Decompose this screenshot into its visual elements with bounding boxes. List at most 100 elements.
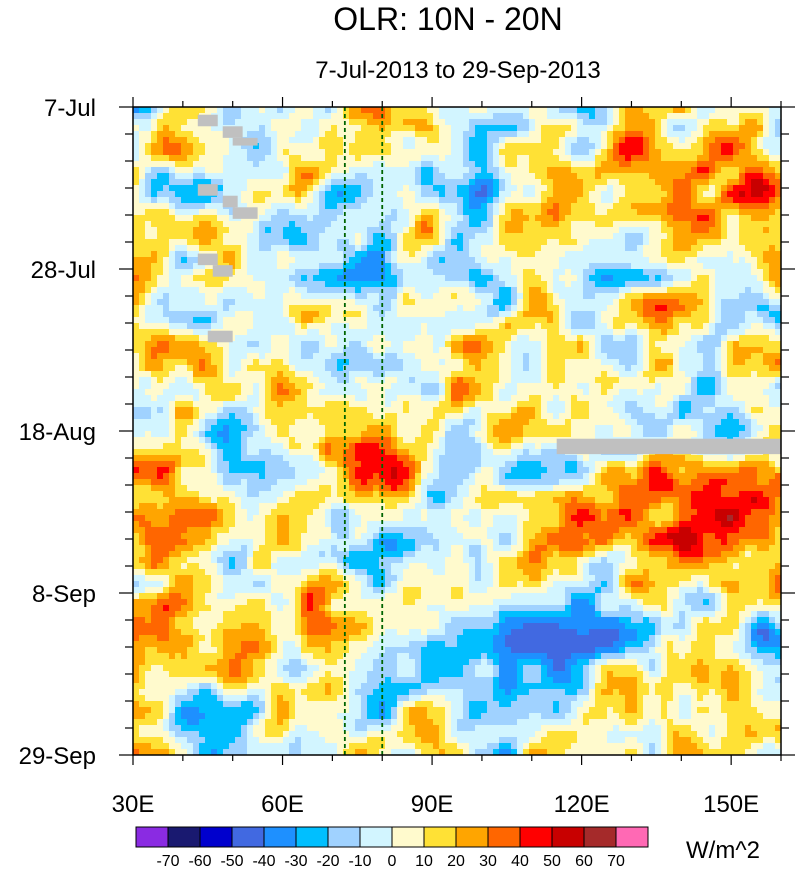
heat-cell — [553, 197, 560, 204]
heat-cell — [625, 245, 632, 252]
heat-cell — [199, 287, 206, 294]
heat-cell — [481, 293, 488, 300]
heat-cell — [475, 263, 482, 270]
heat-cell — [211, 221, 218, 228]
heat-cell — [163, 329, 170, 336]
heat-cell — [253, 131, 260, 138]
heat-cell — [739, 137, 746, 144]
heat-cell — [415, 179, 422, 186]
heat-cell — [385, 137, 392, 144]
heat-cell — [607, 203, 614, 210]
heat-cell — [631, 329, 638, 336]
heat-cell — [409, 335, 416, 342]
heat-cell — [721, 203, 728, 210]
heat-cell — [451, 371, 458, 378]
heat-cell — [619, 155, 626, 162]
heat-cell — [613, 191, 620, 198]
heat-cell — [253, 113, 260, 120]
heat-cell — [253, 275, 260, 282]
heat-cell — [271, 155, 278, 162]
heat-cell — [361, 143, 368, 150]
heat-cell — [757, 245, 764, 252]
heat-cell — [715, 119, 722, 126]
heat-cell — [547, 185, 554, 192]
heat-cell — [445, 275, 452, 282]
heat-cell — [607, 239, 614, 246]
heat-cell — [529, 293, 536, 300]
heat-cell — [265, 281, 272, 288]
heat-cell — [775, 299, 781, 306]
heat-cell — [247, 113, 254, 120]
heat-cell — [601, 371, 608, 378]
heat-cell — [265, 347, 272, 354]
heat-cell — [163, 179, 170, 186]
heat-cell — [439, 197, 446, 204]
heat-cell — [691, 143, 698, 150]
heat-cell — [649, 239, 656, 246]
heat-cell — [577, 275, 584, 282]
heat-cell — [247, 323, 254, 330]
heat-cell — [553, 191, 560, 198]
heat-cell — [583, 125, 590, 132]
heat-cell — [769, 143, 776, 150]
heat-cell — [331, 149, 338, 156]
heat-cell — [229, 173, 236, 180]
heat-cell — [463, 311, 470, 318]
heat-cell — [679, 125, 686, 132]
heat-cell — [445, 377, 452, 384]
heat-cell — [313, 365, 320, 372]
heat-cell — [355, 257, 362, 264]
heat-cell — [343, 263, 350, 270]
heat-cell — [517, 197, 524, 204]
heat-cell — [133, 239, 140, 246]
heat-cell — [775, 353, 781, 360]
heat-cell — [319, 155, 326, 162]
heat-cell — [553, 221, 560, 228]
heat-cell — [715, 359, 722, 366]
heat-cell — [421, 239, 428, 246]
heat-cell — [163, 227, 170, 234]
heat-cell — [559, 203, 566, 210]
heat-cell — [295, 137, 302, 144]
heat-cell — [607, 113, 614, 120]
heat-cell — [493, 167, 500, 174]
heat-cell — [679, 365, 686, 372]
heat-cell — [565, 119, 572, 126]
heat-cell — [319, 131, 326, 138]
heat-cell — [481, 191, 488, 198]
heat-cell — [319, 323, 326, 330]
heat-cell — [673, 245, 680, 252]
heat-cell — [157, 371, 164, 378]
heat-cell — [223, 155, 230, 162]
heat-cell — [463, 251, 470, 258]
heat-cell — [295, 215, 302, 222]
heat-cell — [421, 323, 428, 330]
heat-cell — [775, 275, 781, 282]
heat-cell — [529, 359, 536, 366]
heat-cell — [301, 293, 308, 300]
heat-cell — [433, 305, 440, 312]
heat-cell — [649, 341, 656, 348]
heat-cell — [307, 245, 314, 252]
heat-cell — [541, 341, 548, 348]
heat-cell — [217, 179, 224, 186]
heat-cell — [133, 143, 140, 150]
heat-cell — [211, 167, 218, 174]
heat-cell — [661, 209, 668, 216]
heat-cell — [727, 179, 734, 186]
heat-cell — [283, 149, 290, 156]
heat-cell — [637, 119, 644, 126]
heat-cell — [649, 287, 656, 294]
heat-cell — [505, 371, 512, 378]
heat-cell — [709, 161, 716, 168]
heat-cell — [373, 305, 380, 312]
heat-cell — [553, 293, 560, 300]
heat-cell — [283, 185, 290, 192]
heat-cell — [751, 137, 758, 144]
heat-cell — [223, 107, 230, 114]
heat-cell — [199, 107, 206, 114]
heat-cell — [679, 119, 686, 126]
heat-cell — [451, 353, 458, 360]
heat-cell — [295, 365, 302, 372]
heat-cell — [385, 269, 392, 276]
